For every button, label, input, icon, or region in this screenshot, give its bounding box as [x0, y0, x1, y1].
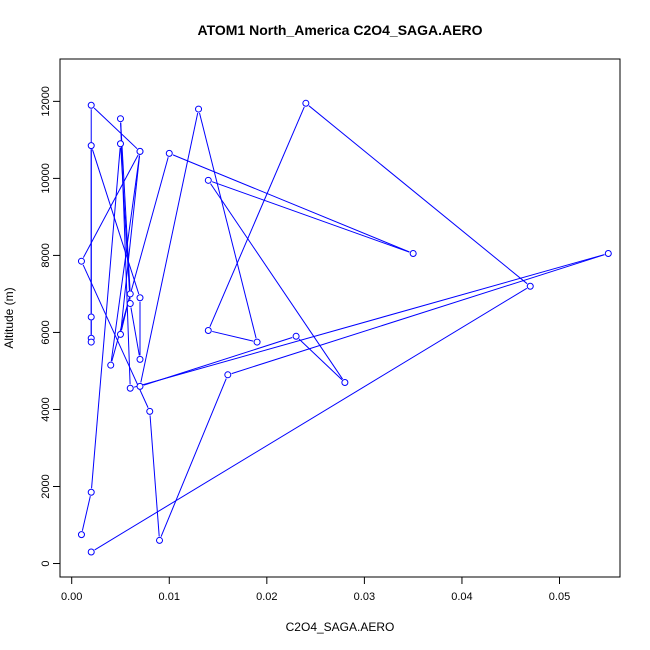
data-point: [409, 249, 417, 257]
data-point: [126, 300, 134, 308]
series-segment: [91, 149, 140, 295]
data-point: [136, 382, 144, 390]
data-point: [292, 332, 300, 340]
data-point: [126, 384, 134, 392]
y-tick-label: 0: [40, 560, 52, 566]
x-tick-label: 0.03: [354, 591, 375, 603]
y-tick-label: 12000: [40, 86, 52, 117]
series-segment: [82, 264, 149, 408]
y-tick-label: 4000: [40, 397, 52, 421]
data-point: [116, 140, 124, 148]
x-tick-label: 0.04: [451, 591, 472, 603]
y-tick-label: 10000: [40, 163, 52, 194]
data-point: [77, 531, 85, 539]
data-point: [224, 371, 232, 379]
series-segment: [143, 337, 293, 386]
data-point: [87, 101, 95, 109]
series-segment: [82, 154, 139, 258]
data-point: [136, 147, 144, 155]
series-segment: [81, 496, 91, 531]
series-segment: [91, 147, 121, 489]
plot-frame: [59, 58, 621, 578]
data-point: [136, 294, 144, 302]
data-point: [204, 327, 212, 335]
data-point: [302, 99, 310, 107]
series-segment: [94, 287, 528, 551]
x-tick-label: 0.05: [549, 591, 570, 603]
data-point: [77, 257, 85, 265]
data-point: [126, 290, 134, 298]
data-point: [87, 548, 95, 556]
x-tick-label: 0.00: [61, 591, 82, 603]
series-segment: [209, 106, 305, 328]
series-segment: [298, 338, 343, 381]
series-segment: [130, 307, 140, 356]
y-tick-label: 8000: [40, 243, 52, 267]
data-point: [156, 536, 164, 544]
y-axis-label: Altitude (m): [2, 287, 16, 348]
x-axis: 0.00 0.01 0.02 0.03 0.04 0.05: [61, 577, 570, 603]
data-point: [107, 361, 115, 369]
x-tick-label: 0.02: [256, 591, 277, 603]
series-segment: [211, 181, 410, 253]
data-point: [341, 379, 349, 387]
data-point: [136, 355, 144, 363]
data-point: [204, 176, 212, 184]
series-segment: [120, 155, 141, 331]
data-point: [87, 488, 95, 496]
series-segment: [120, 122, 131, 290]
data-point: [87, 313, 95, 321]
series-group: [77, 99, 612, 556]
series-segment: [199, 112, 257, 339]
series-segment: [212, 330, 254, 342]
data-point: [87, 142, 95, 150]
data-point: [116, 115, 124, 123]
series-segment: [231, 254, 605, 375]
series-segment: [210, 183, 344, 380]
data-point: [195, 105, 203, 113]
data-point: [526, 282, 534, 290]
y-tick-label: 6000: [40, 320, 52, 344]
series-segment: [110, 155, 140, 362]
data-point: [146, 407, 154, 415]
series-segment: [111, 157, 169, 362]
chart-title: ATOM1 North_America C2O4_SAGA.AERO: [198, 22, 483, 38]
series-segment: [120, 122, 131, 385]
series-segment: [172, 154, 410, 253]
series-segment: [149, 415, 160, 537]
series-segment: [308, 105, 528, 285]
series-segment: [160, 378, 227, 537]
data-point: [604, 249, 612, 257]
x-axis-label: C2O4_SAGA.AERO: [286, 620, 395, 634]
series-segment: [133, 254, 605, 388]
data-point: [116, 330, 124, 338]
y-tick-label: 2000: [40, 474, 52, 498]
series-segment: [140, 112, 199, 383]
x-tick-label: 0.01: [159, 591, 180, 603]
series-segment: [93, 107, 138, 150]
data-point: [253, 338, 261, 346]
y-axis: 0 2000 4000 6000 8000 10000 12000: [40, 86, 60, 567]
data-point: [87, 338, 95, 346]
data-point: [165, 149, 173, 157]
